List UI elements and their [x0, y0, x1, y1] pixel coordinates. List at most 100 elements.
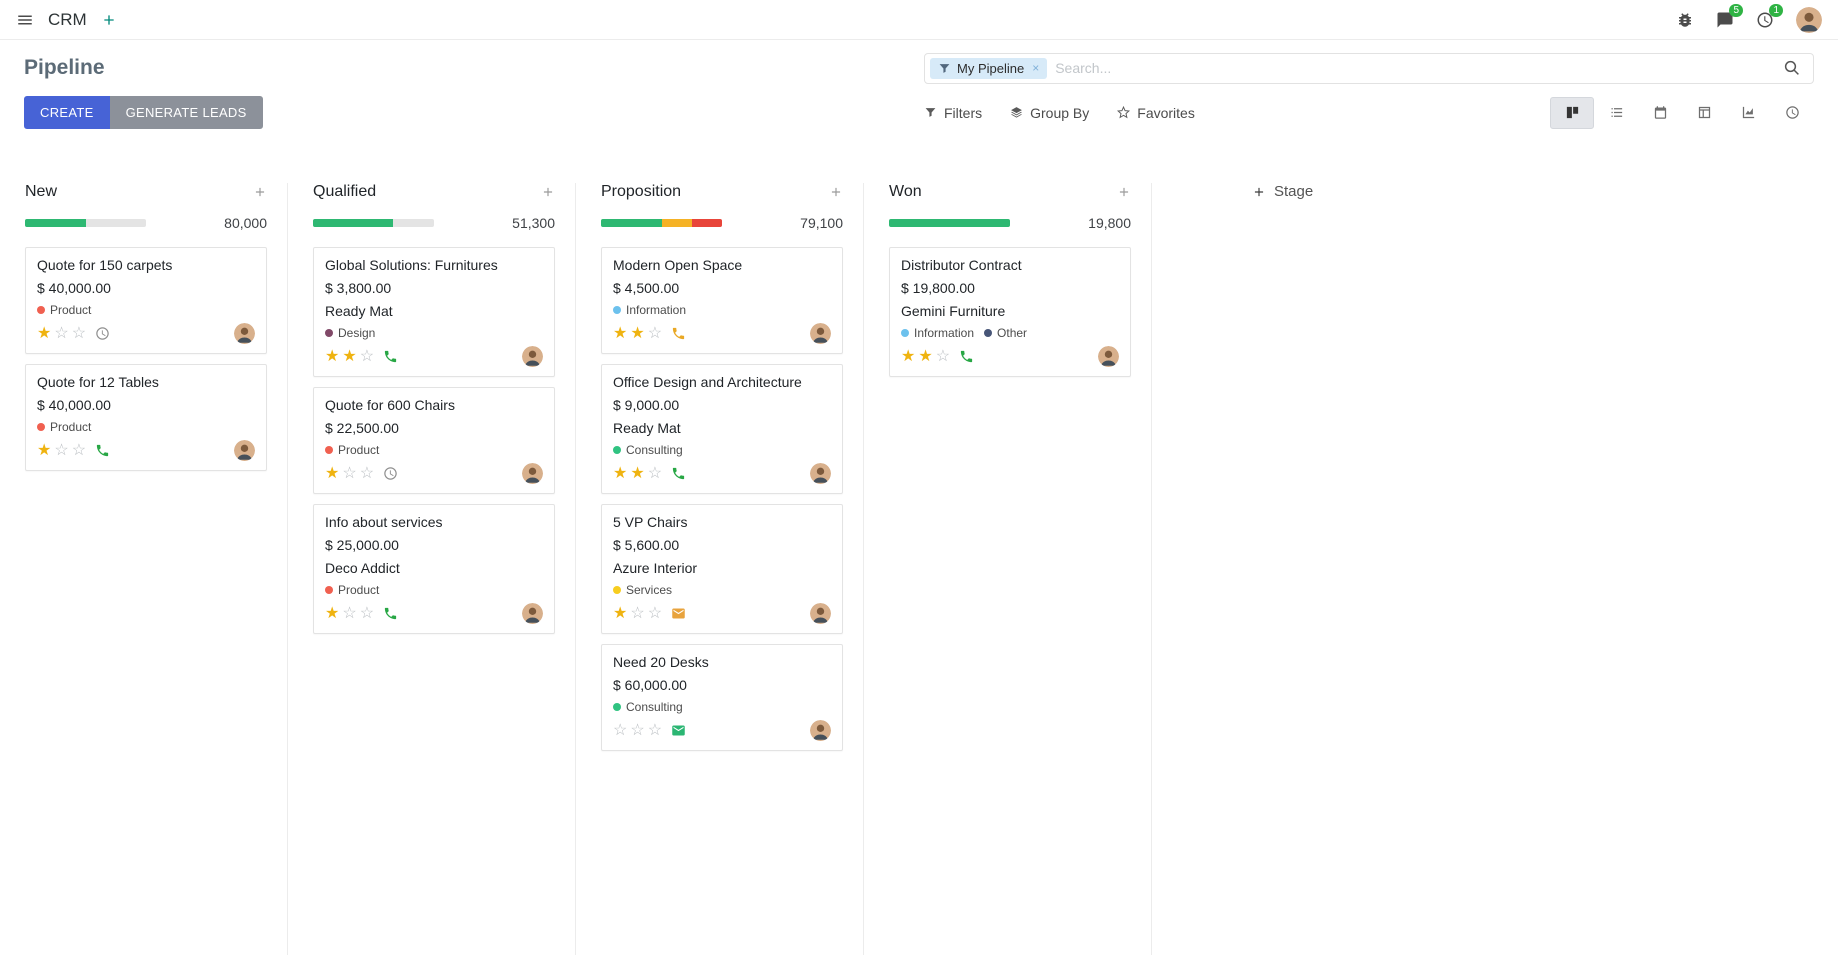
messages-icon[interactable]: 5	[1716, 3, 1743, 29]
user-avatar[interactable]	[1796, 7, 1822, 33]
facet-remove-icon[interactable]: ×	[1032, 60, 1040, 75]
kanban-card[interactable]: Quote for 600 Chairs $ 22,500.00 Product…	[313, 387, 555, 494]
priority-star[interactable]: ☆	[359, 347, 375, 365]
salesperson-avatar[interactable]	[810, 323, 831, 344]
priority-star[interactable]: ☆	[71, 441, 87, 459]
activity-clock-icon[interactable]	[383, 466, 398, 481]
priority-star[interactable]: ☆	[342, 464, 357, 482]
priority-star[interactable]: ★	[918, 347, 933, 365]
priority-star[interactable]: ★	[630, 464, 645, 482]
priority-star[interactable]: ☆	[647, 604, 663, 622]
column-progressbar[interactable]	[889, 219, 1010, 227]
search-input[interactable]	[1047, 60, 1775, 76]
progress-segment[interactable]	[889, 219, 1010, 227]
salesperson-avatar[interactable]	[810, 603, 831, 624]
view-list-button[interactable]	[1594, 97, 1638, 129]
group-by-button[interactable]: Group By	[1010, 105, 1089, 121]
filters-button[interactable]: Filters	[924, 105, 982, 121]
quick-add-card-icon[interactable]	[541, 185, 555, 199]
kanban-card[interactable]: 5 VP Chairs $ 5,600.00 Azure Interior Se…	[601, 504, 843, 634]
progress-segment[interactable]	[661, 219, 692, 227]
salesperson-avatar[interactable]	[1098, 346, 1119, 367]
priority-star[interactable]: ☆	[359, 604, 375, 622]
column-title[interactable]: New	[25, 183, 58, 200]
view-kanban-button[interactable]	[1550, 96, 1594, 129]
priority-star[interactable]: ☆	[54, 441, 69, 459]
priority-star[interactable]: ★	[342, 347, 357, 365]
priority-star[interactable]: ★	[325, 464, 340, 482]
generate-leads-button[interactable]: GENERATE LEADS	[109, 96, 263, 129]
priority-star[interactable]: ☆	[359, 464, 375, 482]
column-progressbar[interactable]	[313, 219, 434, 227]
create-button[interactable]: CREATE	[24, 96, 110, 129]
kanban-card[interactable]: Distributor Contract $ 19,800.00 Gemini …	[889, 247, 1131, 377]
favorites-button[interactable]: Favorites	[1117, 105, 1195, 121]
activity-phone-icon[interactable]	[671, 326, 686, 341]
salesperson-avatar[interactable]	[522, 346, 543, 367]
salesperson-avatar[interactable]	[810, 463, 831, 484]
salesperson-avatar[interactable]	[234, 323, 255, 344]
activity-phone-icon[interactable]	[95, 443, 110, 458]
progress-segment[interactable]	[601, 219, 662, 227]
progress-segment[interactable]	[313, 219, 393, 227]
activity-envelope-icon[interactable]	[671, 723, 686, 738]
priority-star[interactable]: ★	[37, 324, 52, 342]
activity-clock-icon[interactable]	[95, 326, 110, 341]
search-icon[interactable]	[1775, 59, 1809, 77]
priority-star[interactable]: ☆	[71, 324, 87, 342]
priority-star[interactable]: ☆	[647, 324, 663, 342]
priority-star[interactable]: ★	[613, 604, 628, 622]
column-progressbar[interactable]	[25, 219, 146, 227]
kanban-card[interactable]: Modern Open Space $ 4,500.00 Information…	[601, 247, 843, 354]
activities-clock-icon[interactable]: 1	[1756, 3, 1783, 29]
priority-star[interactable]: ☆	[935, 347, 951, 365]
priority-star[interactable]: ★	[630, 324, 645, 342]
progress-segment[interactable]	[691, 219, 722, 227]
debug-bug-icon[interactable]	[1676, 11, 1694, 29]
priority-star[interactable]: ☆	[54, 324, 69, 342]
salesperson-avatar[interactable]	[810, 720, 831, 741]
priority-star[interactable]: ☆	[647, 721, 663, 739]
activity-phone-icon[interactable]	[383, 349, 398, 364]
activity-phone-icon[interactable]	[383, 606, 398, 621]
priority-star[interactable]: ★	[613, 464, 628, 482]
quick-add-card-icon[interactable]	[253, 185, 267, 199]
priority-star[interactable]: ★	[37, 441, 52, 459]
activity-phone-icon[interactable]	[959, 349, 974, 364]
priority-star[interactable]: ☆	[630, 604, 645, 622]
quick-create-plus-icon[interactable]	[101, 12, 117, 28]
priority-star[interactable]: ☆	[647, 464, 663, 482]
kanban-card[interactable]: Global Solutions: Furnitures $ 3,800.00 …	[313, 247, 555, 377]
activity-envelope-icon[interactable]	[671, 606, 686, 621]
priority-star[interactable]: ☆	[630, 721, 645, 739]
priority-star[interactable]: ★	[901, 347, 916, 365]
quick-add-card-icon[interactable]	[1117, 185, 1131, 199]
column-title[interactable]: Won	[889, 183, 922, 200]
column-title[interactable]: Proposition	[601, 183, 682, 200]
salesperson-avatar[interactable]	[234, 440, 255, 461]
kanban-card[interactable]: Quote for 150 carpets $ 40,000.00 Produc…	[25, 247, 267, 354]
column-title[interactable]: Qualified	[313, 183, 377, 200]
kanban-card[interactable]: Quote for 12 Tables $ 40,000.00 Product …	[25, 364, 267, 471]
priority-star[interactable]: ★	[325, 347, 340, 365]
view-calendar-button[interactable]	[1638, 97, 1682, 129]
priority-star[interactable]: ☆	[613, 721, 628, 739]
progress-segment[interactable]	[25, 219, 86, 227]
view-pivot-button[interactable]	[1682, 97, 1726, 129]
view-graph-button[interactable]	[1726, 97, 1770, 129]
activity-phone-icon[interactable]	[671, 466, 686, 481]
search-facet[interactable]: My Pipeline ×	[930, 57, 1048, 79]
priority-star[interactable]: ☆	[342, 604, 357, 622]
app-name[interactable]: CRM	[48, 9, 87, 29]
salesperson-avatar[interactable]	[522, 463, 543, 484]
kanban-card[interactable]: Need 20 Desks $ 60,000.00 Consulting ☆ ☆ ☆	[601, 644, 843, 751]
kanban-card[interactable]: Info about services $ 25,000.00 Deco Add…	[313, 504, 555, 634]
apps-menu-icon[interactable]	[16, 11, 34, 29]
add-stage-button[interactable]: Stage	[1252, 183, 1313, 200]
kanban-card[interactable]: Office Design and Architecture $ 9,000.0…	[601, 364, 843, 494]
search-bar[interactable]: My Pipeline ×	[924, 52, 1814, 84]
salesperson-avatar[interactable]	[522, 603, 543, 624]
priority-star[interactable]: ★	[613, 324, 628, 342]
column-progressbar[interactable]	[601, 219, 722, 227]
priority-star[interactable]: ★	[325, 604, 340, 622]
